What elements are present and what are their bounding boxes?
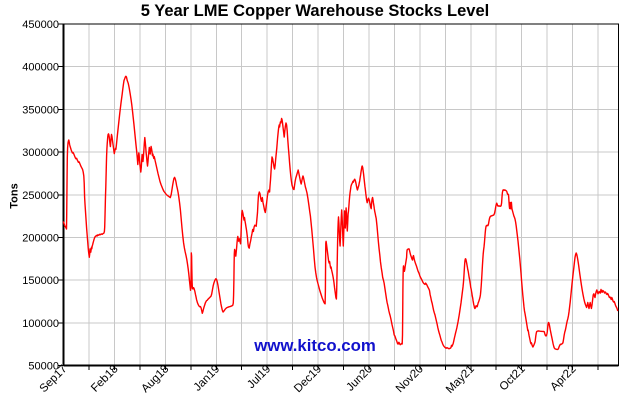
svg-text:5 Year LME Copper Warehouse St: 5 Year LME Copper Warehouse Stocks Level bbox=[141, 2, 489, 20]
svg-text:450000: 450000 bbox=[22, 19, 59, 31]
svg-text:50000: 50000 bbox=[28, 361, 59, 373]
svg-text:Tons: Tons bbox=[9, 183, 21, 208]
svg-text:300000: 300000 bbox=[22, 147, 59, 159]
svg-text:250000: 250000 bbox=[22, 190, 59, 202]
svg-text:350000: 350000 bbox=[22, 104, 59, 116]
svg-text:100000: 100000 bbox=[22, 318, 59, 330]
svg-text:150000: 150000 bbox=[22, 275, 59, 287]
svg-text:200000: 200000 bbox=[22, 232, 59, 244]
svg-text:www.kitco.com: www.kitco.com bbox=[253, 336, 376, 355]
svg-text:400000: 400000 bbox=[22, 62, 59, 74]
